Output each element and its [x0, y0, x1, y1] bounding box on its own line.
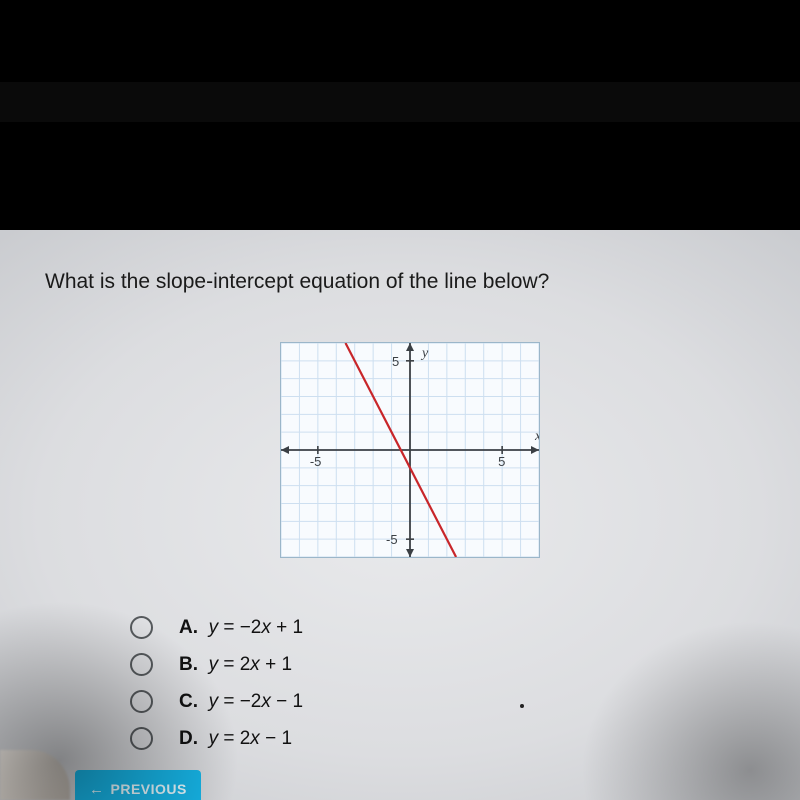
svg-text:5: 5 [498, 454, 505, 469]
hand-blur [0, 750, 70, 800]
slope-graph: y x 5 -5 -5 5 [281, 343, 539, 557]
arrow-left-icon: ← [89, 781, 105, 798]
option-c-text: C. y = −2x − 1 [179, 691, 303, 713]
option-d-eq: y = 2x − 1 [209, 728, 292, 749]
option-a[interactable]: A. y = −2x + 1 [130, 616, 303, 639]
svg-text:x: x [534, 429, 539, 444]
option-b-eq: y = 2x + 1 [209, 654, 292, 675]
worksheet-page: What is the slope-intercept equation of … [0, 230, 800, 800]
previous-button[interactable]: ← PREVIOUS [75, 770, 201, 800]
option-d[interactable]: D. y = 2x − 1 [130, 727, 303, 750]
option-a-letter: A. [179, 617, 198, 638]
option-c-eq: y = −2x − 1 [209, 691, 304, 712]
option-c-letter: C. [179, 691, 198, 712]
option-b[interactable]: B. y = 2x + 1 [130, 653, 303, 676]
question-text: What is the slope-intercept equation of … [45, 270, 549, 294]
stray-dot [520, 704, 524, 708]
radio-d[interactable] [130, 727, 153, 750]
option-c[interactable]: C. y = −2x − 1 [130, 690, 303, 713]
radio-c[interactable] [130, 690, 153, 713]
option-a-eq: y = −2x + 1 [209, 617, 304, 638]
svg-text:y: y [420, 346, 429, 361]
svg-text:5: 5 [392, 354, 399, 369]
option-d-letter: D. [179, 728, 198, 749]
option-d-text: D. y = 2x − 1 [179, 728, 292, 750]
shadow-br [580, 620, 800, 800]
previous-button-label: PREVIOUS [111, 781, 187, 797]
graph-container: y x 5 -5 -5 5 [280, 342, 540, 558]
radio-b[interactable] [130, 653, 153, 676]
option-b-letter: B. [179, 654, 198, 675]
svg-text:-5: -5 [386, 532, 398, 547]
svg-text:-5: -5 [310, 454, 322, 469]
radio-a[interactable] [130, 616, 153, 639]
answer-options: A. y = −2x + 1 B. y = 2x + 1 C. y = −2x … [130, 616, 303, 764]
option-a-text: A. y = −2x + 1 [179, 617, 303, 639]
option-b-text: B. y = 2x + 1 [179, 654, 292, 676]
device-top-bar [0, 82, 800, 122]
